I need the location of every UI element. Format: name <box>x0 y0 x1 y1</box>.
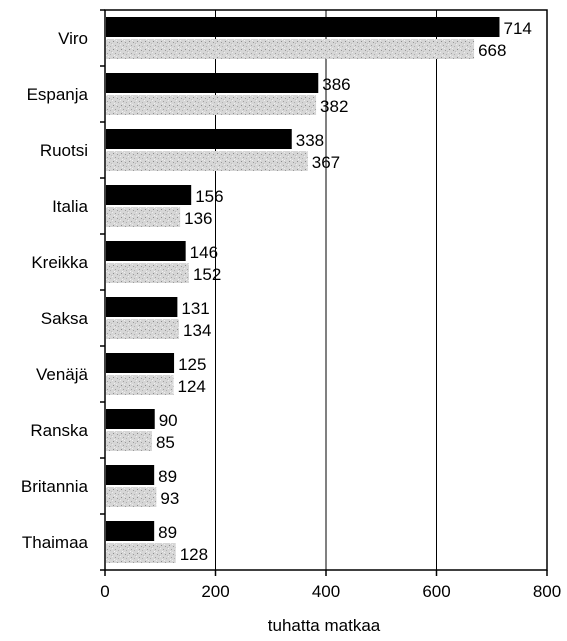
bar-series-2 <box>106 431 152 451</box>
data-label: 134 <box>183 321 211 340</box>
bar-series-2 <box>106 151 308 171</box>
gridlines <box>215 10 437 570</box>
data-label: 156 <box>195 187 223 206</box>
x-tick-label: 800 <box>533 582 561 601</box>
bar-series-1 <box>106 185 192 205</box>
data-label: 89 <box>158 523 177 542</box>
bar-series-2 <box>106 207 181 227</box>
bar-series-2 <box>106 39 475 59</box>
bar-series-2 <box>106 95 317 115</box>
category-label: Venäjä <box>36 365 89 384</box>
category-label: Britannia <box>21 477 89 496</box>
category-label: Viro <box>58 29 88 48</box>
bar-series-1 <box>106 73 319 93</box>
data-label: 125 <box>178 355 206 374</box>
bar-series-1 <box>106 241 186 261</box>
x-axis-title: tuhatta matkaa <box>268 616 381 635</box>
data-label: 367 <box>312 153 340 172</box>
data-label: 89 <box>158 467 177 486</box>
value-labels: Viro 714 668 Espanja 386 382 Ruotsi 338 367 Itali… <box>21 19 532 564</box>
data-label: 124 <box>178 377 206 396</box>
bar-series-1 <box>106 297 178 317</box>
category-label: Ranska <box>30 421 88 440</box>
category-label: Ruotsi <box>40 141 88 160</box>
data-label: 338 <box>296 131 324 150</box>
bar-series-2 <box>106 543 176 563</box>
bar-series-1 <box>106 521 155 541</box>
bar-series-1 <box>106 465 155 485</box>
category-label: Italia <box>52 197 88 216</box>
data-label: 152 <box>193 265 221 284</box>
bar-series-1 <box>106 353 175 373</box>
axes: 0 200 400 600 800 <box>100 9 561 601</box>
category-label: Kreikka <box>31 253 88 272</box>
bar-series-1 <box>106 17 500 37</box>
data-label: 128 <box>180 545 208 564</box>
data-label: 85 <box>156 433 175 452</box>
bar-series-2 <box>106 263 189 283</box>
bars <box>106 17 500 563</box>
data-label: 136 <box>184 209 212 228</box>
category-label: Thaimaa <box>22 533 89 552</box>
data-label: 131 <box>181 299 209 318</box>
x-tick-label: 0 <box>100 582 109 601</box>
bar-series-1 <box>106 409 155 429</box>
bar-series-2 <box>106 319 180 339</box>
category-label: Espanja <box>27 85 89 104</box>
bar-series-2 <box>106 375 174 395</box>
x-tick-label: 400 <box>312 582 340 601</box>
data-label: 146 <box>190 243 218 262</box>
x-tick-label: 600 <box>422 582 450 601</box>
x-tick-label: 200 <box>201 582 229 601</box>
category-label: Saksa <box>41 309 89 328</box>
bar-series-1 <box>106 129 292 149</box>
data-label: 386 <box>322 75 350 94</box>
data-label: 382 <box>320 97 348 116</box>
data-label: 668 <box>478 41 506 60</box>
bar-series-2 <box>106 487 157 507</box>
data-label: 93 <box>160 489 179 508</box>
data-label: 90 <box>159 411 178 430</box>
data-label: 714 <box>503 19 531 38</box>
